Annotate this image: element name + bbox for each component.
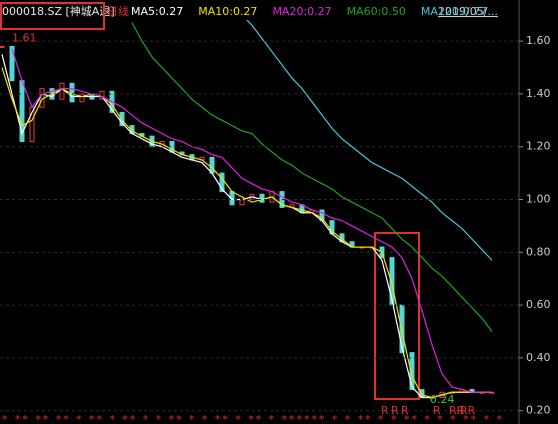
candle (0, 45, 5, 48)
min-label: 0.24 (430, 393, 455, 406)
legend-entry: MA10:0.27 (198, 5, 257, 18)
event-row: * ** ** ** * ** * ** * * ** * * ** * ** … (2, 413, 503, 424)
candle (259, 193, 265, 203)
candle (99, 90, 105, 100)
candle (9, 45, 15, 82)
y-tick-label: 1.00 (526, 193, 551, 206)
max-label: 1.61 (12, 31, 37, 44)
legend-entry: MA60:0.50 (347, 5, 406, 18)
y-tick-label: 1.40 (526, 87, 551, 100)
candle (209, 156, 215, 174)
candle (219, 172, 225, 193)
flag: R (381, 404, 389, 417)
candle (409, 352, 415, 391)
ma-line (131, 22, 493, 332)
candle (59, 82, 65, 100)
date: 2019/05/... (438, 5, 498, 18)
ma-line (246, 20, 493, 261)
candle (119, 111, 125, 127)
flag: RR (460, 404, 476, 417)
candle (79, 93, 85, 103)
y-tick-label: 0.20 (526, 404, 551, 417)
y-tick-label: 0.60 (526, 298, 551, 311)
legend-entry: MA5:0.27 (131, 5, 183, 18)
highlight-box (0, 2, 105, 30)
period: 日线 (107, 4, 129, 18)
y-tick-label: 0.40 (526, 351, 551, 364)
legend-entry: MA20:0.27 (272, 5, 331, 18)
flag: R (433, 404, 441, 417)
legend-entry: MA120:0.77 (421, 5, 487, 18)
y-tick-label: 1.20 (526, 140, 551, 153)
flag: R (401, 404, 409, 417)
y-tick-label: 0.80 (526, 245, 551, 258)
ticker: 000018.SZ [神城A退] (2, 4, 115, 18)
flag: R (391, 404, 399, 417)
y-tick-label: 1.60 (526, 34, 551, 47)
flag: RR (449, 404, 465, 417)
